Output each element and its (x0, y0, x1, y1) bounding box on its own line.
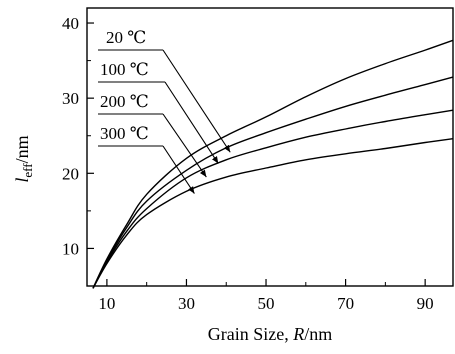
y-axis-title-suffix: /nm (12, 135, 32, 163)
x-tick-label-50: 50 (258, 294, 275, 313)
y-tick-label-10: 10 (62, 239, 79, 258)
y-axis-title: leff/nm (12, 135, 35, 182)
y-axis-title-sub: eff (20, 163, 35, 178)
plot-frame (86, 7, 454, 287)
series-line-4 (92, 138, 454, 289)
legend-arrow-1 (162, 49, 231, 153)
series-line-2 (92, 76, 454, 289)
series-line-3 (92, 109, 454, 289)
y-tick-label-20: 20 (62, 164, 79, 183)
x-axis-title-italic: R (292, 324, 304, 344)
legend-arrow-4 (162, 145, 195, 194)
legend-label-2: 100 ℃ (100, 60, 149, 79)
x-tick-label-90: 90 (417, 294, 434, 313)
x-axis-title-prefix: Grain Size, (208, 324, 293, 344)
y-tick-label-30: 30 (62, 89, 79, 108)
series-line-1 (92, 39, 454, 289)
y-axis-title-italic: l (12, 178, 32, 183)
x-tick-label-30: 30 (178, 294, 195, 313)
x-tick-label-70: 70 (337, 294, 354, 313)
x-tick-label-10: 10 (98, 294, 115, 313)
legend-arrow-2 (164, 81, 219, 164)
legend-label-4: 300 ℃ (100, 124, 149, 143)
legend-label-3: 200 ℃ (100, 92, 149, 111)
legend-arrow-3 (162, 113, 207, 178)
legend-label-1: 20 ℃ (106, 28, 146, 47)
x-axis-title-suffix: /nm (304, 324, 332, 344)
x-axis-title: Grain Size, R/nm (208, 324, 333, 344)
y-tick-label-40: 40 (62, 14, 79, 33)
